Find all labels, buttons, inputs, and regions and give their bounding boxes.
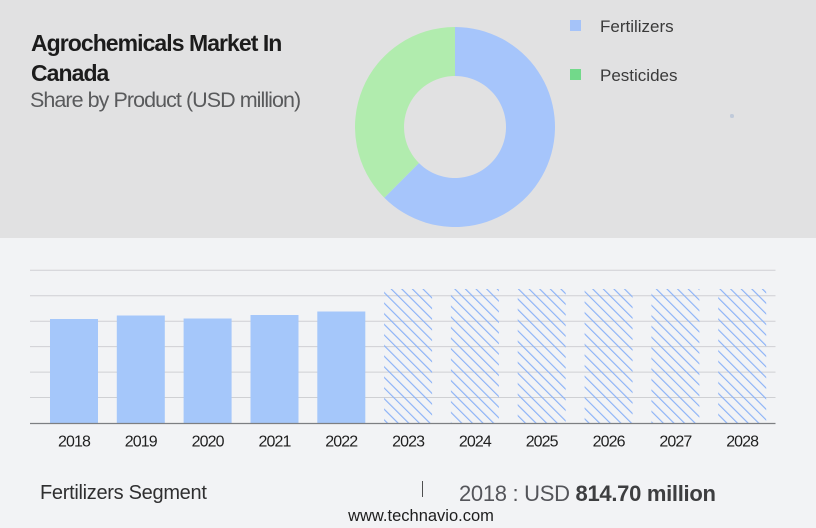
svg-text:2025: 2025: [526, 434, 559, 451]
svg-text:2028: 2028: [726, 434, 759, 451]
svg-text:2023: 2023: [392, 434, 425, 451]
svg-text:2018: 2018: [58, 434, 91, 451]
svg-text:2026: 2026: [593, 434, 626, 451]
svg-text:2020: 2020: [192, 434, 225, 451]
svg-text:2022: 2022: [325, 434, 358, 451]
svg-text:2027: 2027: [659, 434, 692, 451]
svg-text:2024: 2024: [459, 434, 492, 451]
svg-text:2019: 2019: [125, 434, 158, 451]
svg-text:2021: 2021: [259, 434, 292, 451]
